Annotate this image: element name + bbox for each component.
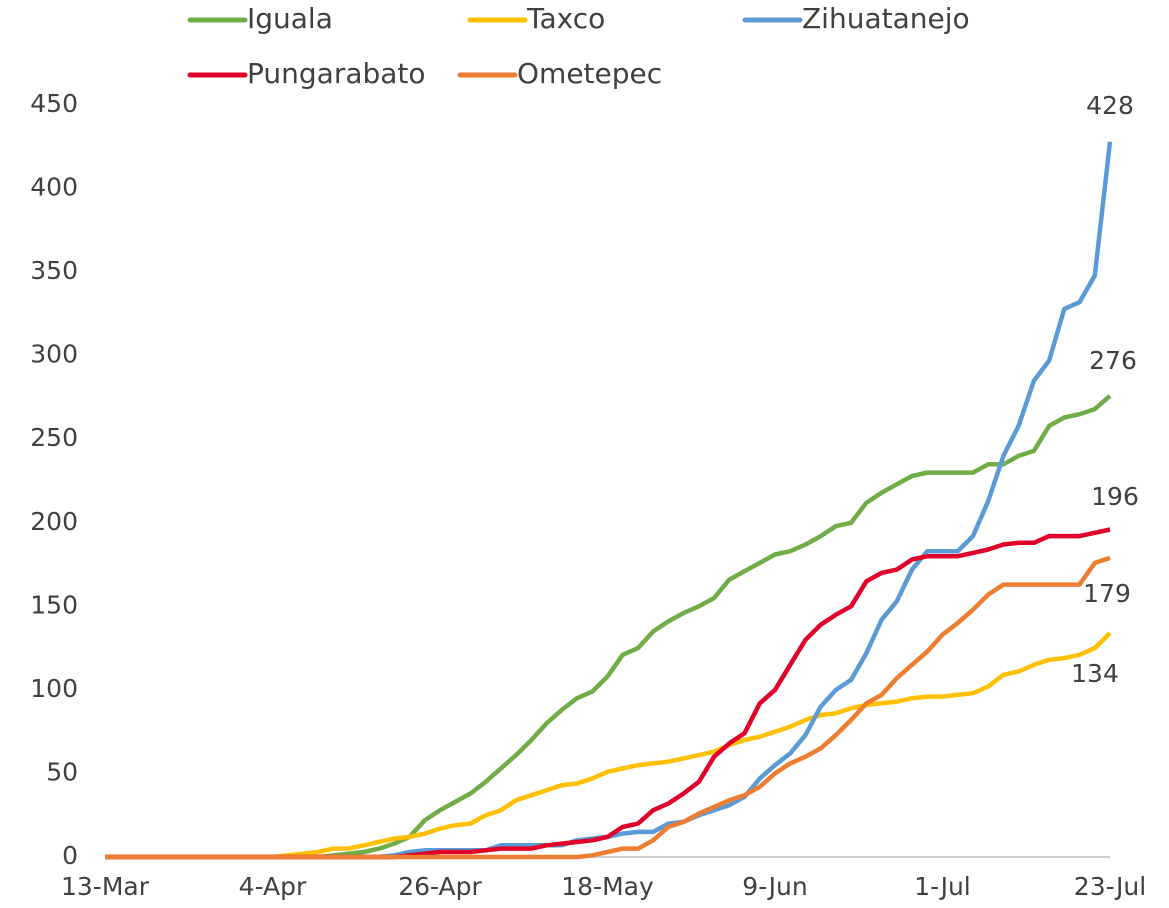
legend-label: Pungarabato [247,57,426,90]
y-tick-label: 100 [30,674,78,703]
series-line [105,555,1111,860]
y-tick-label: 200 [30,507,78,536]
y-tick-label: 300 [30,340,78,369]
y-tick-label: 350 [30,256,78,285]
x-tick-label: 4-Apr [239,872,307,901]
x-tick-label: 13-Mar [61,872,150,901]
y-tick-label: 250 [30,423,78,452]
y-tick-label: 50 [46,757,78,786]
y-tick-label: 150 [30,590,78,619]
legend-label: Iguala [247,2,333,35]
y-tick-label: 450 [30,89,78,118]
series-line [105,141,1113,860]
x-tick-label: 18-May [561,872,654,901]
y-tick-label: 0 [62,841,78,870]
data-label: 196 [1091,482,1139,511]
x-tick-label: 9-Jun [742,872,807,901]
y-tick-label: 400 [30,173,78,202]
legend-label: Ometepec [517,57,662,90]
legend-label: Zihuatanejo [802,2,970,35]
data-label: 179 [1083,579,1131,608]
x-tick-label: 1-Jul [914,872,970,901]
legend-label: Taxco [526,2,605,35]
x-tick-label: 26-Apr [398,872,482,901]
data-label: 276 [1089,346,1137,375]
data-label: 134 [1071,659,1119,688]
data-label: 428 [1086,91,1134,120]
series-line [105,394,1112,860]
x-tick-label: 23-Jul [1074,872,1146,901]
series-line [105,631,1112,860]
